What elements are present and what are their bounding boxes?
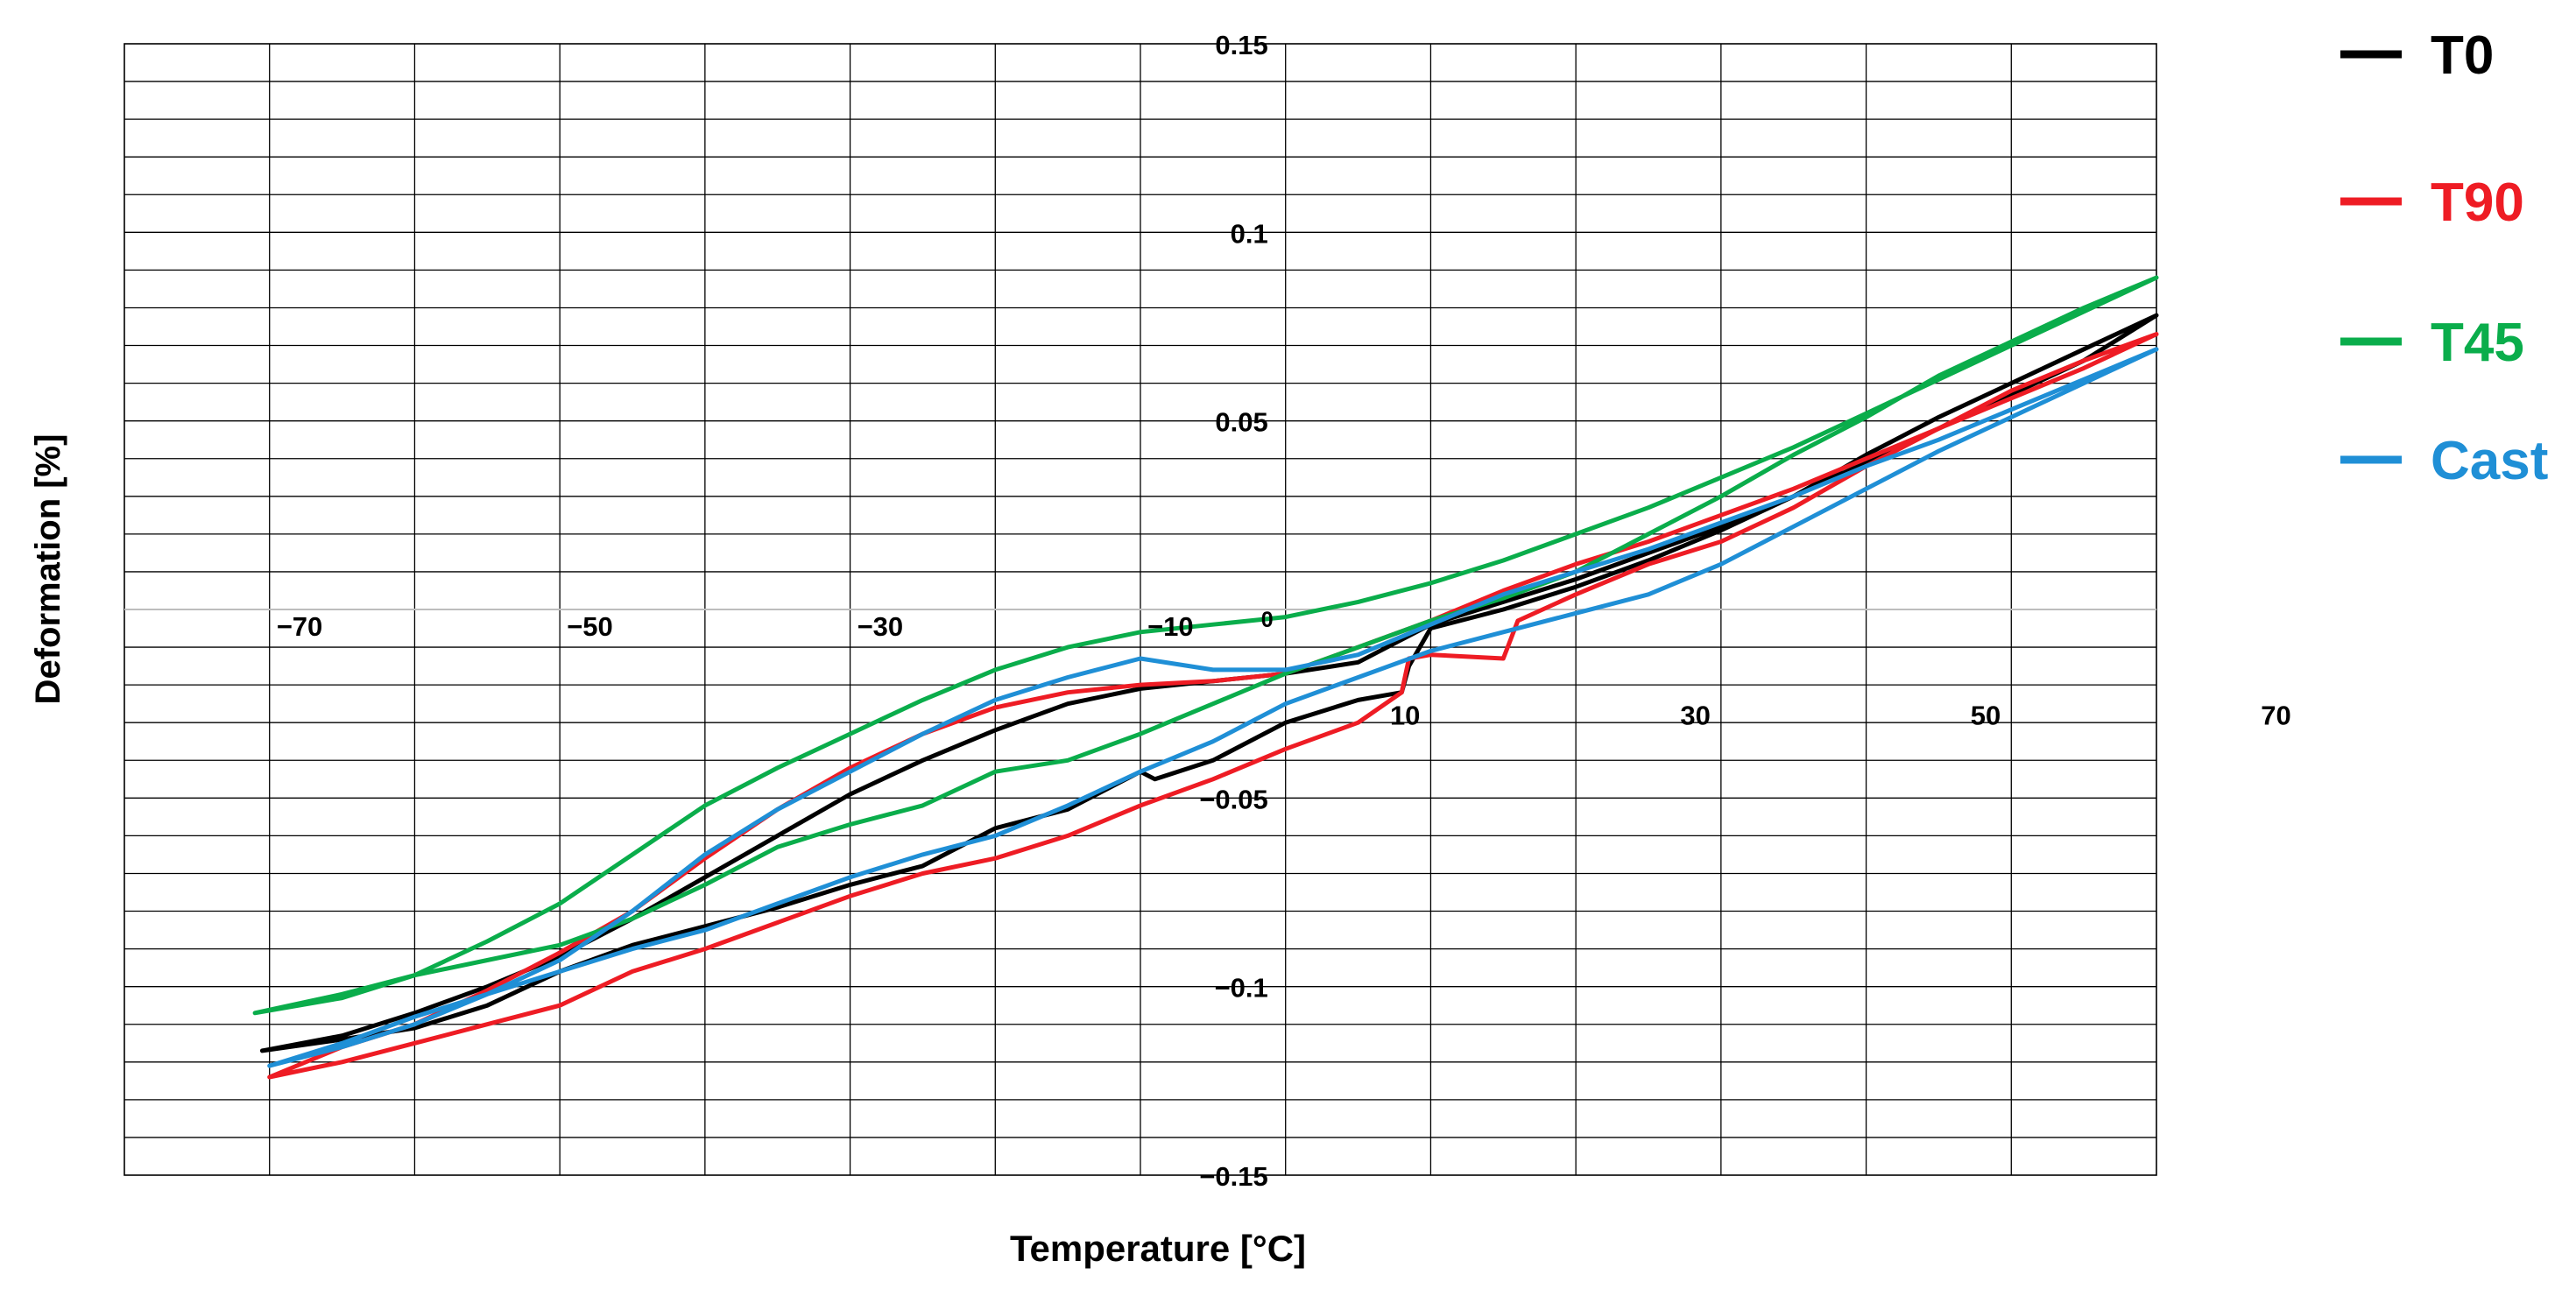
legend-label-cast: Cast xyxy=(2431,431,2548,491)
legend-label-t45: T45 xyxy=(2431,313,2524,373)
x-tick-label: −50 xyxy=(567,611,613,642)
y-tick-label: 0 xyxy=(1261,608,1274,632)
series-line-t45 xyxy=(252,275,2159,1016)
series-lines xyxy=(252,275,2159,1080)
grid xyxy=(124,43,2157,1176)
x-axis-label: Temperature [°C] xyxy=(1010,1228,1306,1269)
x-tick-label: 10 xyxy=(1390,701,1420,731)
x-tick-label: 70 xyxy=(2261,701,2290,731)
y-tick-label: 0.15 xyxy=(1215,30,1267,60)
y-axis-label: Deformation [%] xyxy=(29,434,67,705)
y-tick-label: −0.1 xyxy=(1215,973,1268,1004)
series-line-cast xyxy=(267,347,2159,1068)
series-line-t0 xyxy=(259,313,2159,1053)
x-tick-label: 50 xyxy=(1971,701,2001,731)
y-tick-label: −0.15 xyxy=(1199,1161,1267,1192)
y-tick-label: 0.1 xyxy=(1231,218,1268,249)
legend-label-t90: T90 xyxy=(2431,173,2524,233)
y-tick-label: −0.05 xyxy=(1199,784,1267,814)
x-tick-label: −30 xyxy=(857,611,904,642)
x-tick-label: −10 xyxy=(1147,611,1194,642)
x-tick-label: 30 xyxy=(1680,701,1710,731)
y-tick-label: 0.05 xyxy=(1215,407,1267,438)
legend-label-t0: T0 xyxy=(2431,25,2494,86)
tick-labels: 0.15 0.1 0.05 0 −0.05 −0.1 −0.15 −70 −50 −30 −10 10… xyxy=(277,30,2291,1192)
x-tick-label: −70 xyxy=(277,611,323,642)
series-line-t90 xyxy=(267,332,2159,1080)
legend: T0 T90 T45 Cast xyxy=(2340,25,2548,491)
